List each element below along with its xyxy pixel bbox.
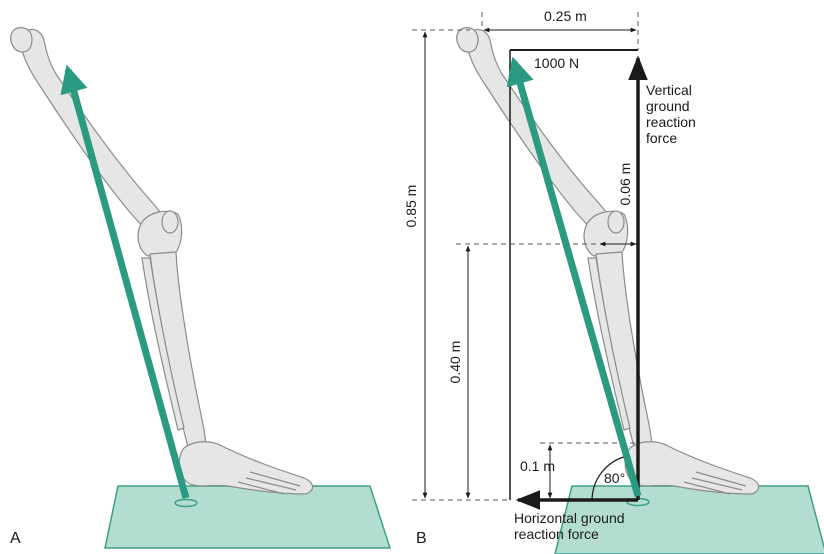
dimension-lines	[422, 27, 637, 499]
vertical-force-label: Vertical ground reaction force	[646, 82, 696, 147]
toes-b	[683, 471, 747, 495]
ankle-height-label: 0.1 m	[520, 458, 556, 474]
femoral-head-a	[10, 27, 33, 53]
panel-b-letter: B	[416, 530, 427, 547]
femoral-head-b	[456, 27, 479, 53]
resultant-force-label: 1000 N	[534, 55, 580, 71]
toes-a	[237, 471, 301, 495]
panel-b	[412, 12, 824, 554]
fibula-a	[141, 257, 185, 431]
angle-arc	[591, 455, 628, 501]
knee-offset-label: 0.06 m	[616, 162, 633, 206]
fibula-b	[587, 257, 631, 431]
panel-a-letter: A	[10, 530, 21, 547]
foot-a	[178, 441, 314, 495]
floor-plate-a	[104, 485, 392, 549]
center-of-pressure-a	[174, 498, 198, 508]
panel-a	[10, 27, 392, 549]
knee-height-label: 0.40 m	[446, 340, 463, 384]
hip-height-label: 0.85 m	[402, 184, 419, 228]
leg-skeleton-a	[10, 27, 314, 495]
femur-a	[19, 28, 173, 245]
ground-reaction-force-arrow-b	[506, 56, 642, 497]
width-top-label: 0.25 m	[544, 8, 587, 24]
patella-a	[161, 210, 179, 234]
foot-b	[624, 441, 760, 495]
angle-label: 80°	[604, 470, 626, 486]
patella-b	[607, 210, 625, 234]
horizontal-force-label: Horizontal ground reaction force	[514, 510, 625, 543]
ground-reaction-force-arrow-a	[60, 64, 190, 499]
